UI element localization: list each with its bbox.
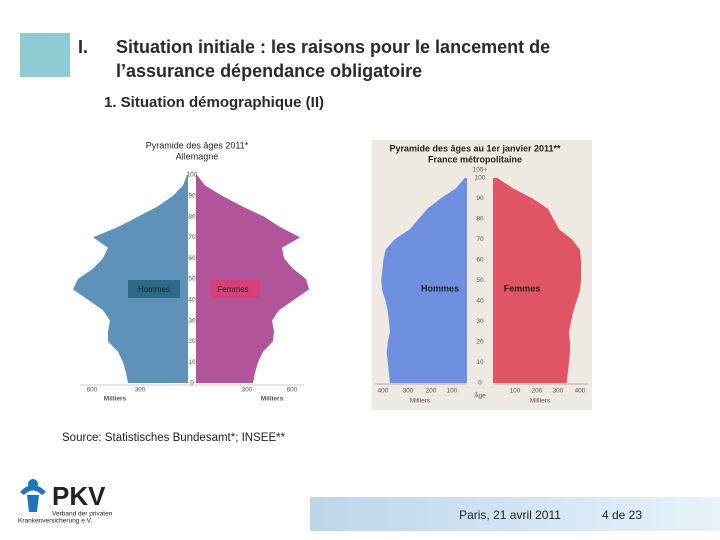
title-line: Situation initiale : les raisons pour le… <box>116 37 550 57</box>
figure-title: Pyramide des âges au 1er janvier 2011** <box>389 143 561 153</box>
title-line: l’assurance dépendance obligatoire <box>116 61 422 81</box>
x-tick: 100 <box>510 388 521 395</box>
age-tick: 0 <box>478 380 482 387</box>
section-number: I. <box>78 37 88 57</box>
figure-subtitle: France métropolitaine <box>428 154 522 164</box>
age-tick: 30 <box>476 318 484 325</box>
x-tick: 300 <box>135 387 146 394</box>
age-tick: 70 <box>188 234 196 241</box>
footer-bar <box>310 497 720 531</box>
age-tick: 90 <box>188 193 196 200</box>
age-tick: 40 <box>188 297 196 304</box>
age-tick: 70 <box>476 236 484 243</box>
age-tick: 20 <box>476 339 484 346</box>
age-tick: 40 <box>476 298 484 305</box>
x-tick: 600 <box>87 387 98 394</box>
x-tick: 200 <box>532 388 543 395</box>
age-tick: 30 <box>188 317 196 324</box>
men-label-box <box>128 280 180 298</box>
age-tick: 80 <box>188 213 196 220</box>
x-tick: 100 <box>447 388 458 395</box>
men-label: Hommes <box>138 285 170 294</box>
women-label: Femmes <box>217 285 248 294</box>
age-tick: 90 <box>476 195 484 202</box>
men-label: Hommes <box>421 283 459 293</box>
x-tick: 300 <box>553 388 564 395</box>
x-tick: 300 <box>403 388 414 395</box>
figure-subtitle: Allemagne <box>176 151 219 161</box>
age-tick: 50 <box>476 277 484 284</box>
age-tick: 100 <box>475 175 486 182</box>
unit-label: Milliers <box>261 396 284 403</box>
age-tick: 20 <box>188 338 196 345</box>
age-tick: 100 <box>187 172 198 179</box>
footer-date: Paris, 21 avril 2011 <box>459 508 561 522</box>
age-tick: 10 <box>188 359 196 366</box>
x-tick: 400 <box>575 388 586 395</box>
age-tick: 50 <box>188 276 196 283</box>
x-tick: 400 <box>378 388 389 395</box>
title-marker <box>20 33 70 77</box>
footer-page: 4 de 23 <box>602 508 642 522</box>
women-label: Femmes <box>504 283 541 293</box>
logo: PKV Verband der privaten Krankenversiche… <box>18 479 113 525</box>
age-axis-label: Âge <box>474 391 486 400</box>
unit-label: Milliers <box>104 396 127 403</box>
unit-label: Milliers <box>410 398 431 405</box>
pyramid-germany: Pyramide des âges 2011*Allemagne 0 10 20 30 4… <box>73 140 309 403</box>
women-area <box>196 175 309 383</box>
age-tick: 0 <box>190 380 194 387</box>
subtitle: 1. Situation démographique (II) <box>104 94 324 111</box>
women-area <box>493 178 581 383</box>
age-tick: 60 <box>188 255 196 262</box>
unit-label: Milliers <box>530 398 551 405</box>
age-tick: 105+ <box>473 167 488 174</box>
age-tick: 80 <box>476 216 484 223</box>
x-tick: 600 <box>287 387 298 394</box>
x-tick: 200 <box>426 388 437 395</box>
logo-line: Krankenversicherung e.V. <box>18 518 92 525</box>
source: Source: Statistisches Bundesamt*; INSEE*… <box>62 432 286 444</box>
men-area <box>381 178 467 383</box>
age-tick: 10 <box>476 359 484 366</box>
logo-line: Verband der privaten <box>52 511 113 518</box>
men-area <box>73 175 188 383</box>
women-label-box <box>210 280 260 298</box>
age-tick: 60 <box>476 257 484 264</box>
x-tick: 300 <box>242 387 253 394</box>
logo-name: PKV <box>52 481 106 511</box>
figure-title: Pyramide des âges 2011* <box>146 140 249 150</box>
pyramid-france: Pyramide des âges au 1er janvier 2011**F… <box>375 143 588 405</box>
logo-icon <box>20 485 46 512</box>
